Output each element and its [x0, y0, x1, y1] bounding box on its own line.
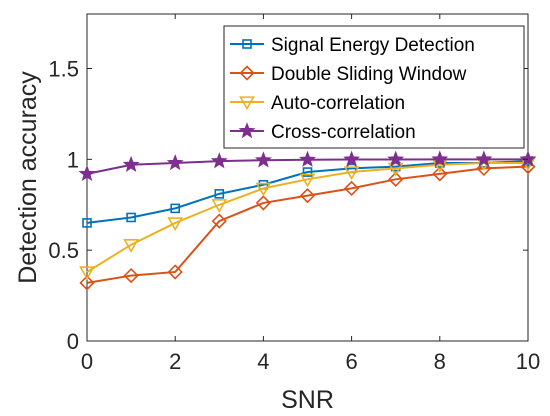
legend: Signal Energy Detection Double Sliding Wi… — [223, 25, 525, 149]
y-tick-label: 0.5 — [48, 238, 79, 263]
data-point — [387, 162, 404, 177]
data-point — [123, 239, 139, 253]
data-point — [126, 212, 136, 223]
data-point — [211, 199, 228, 213]
x-tick-label: 4 — [257, 349, 269, 374]
x-axis-ticks: 0 2 4 6 8 10 — [81, 14, 540, 374]
legend-label: Auto-correlation — [271, 93, 405, 114]
data-point — [79, 275, 95, 291]
data-point — [299, 173, 316, 188]
series-layer — [78, 150, 537, 291]
y-axis-title: Detection accuracy — [14, 71, 42, 284]
x-tick-label: 10 — [516, 349, 540, 374]
data-point — [432, 166, 448, 182]
series-line — [86, 161, 528, 273]
legend-marker — [238, 122, 256, 139]
legend-item: Signal Energy Detection — [230, 35, 475, 56]
legend-label: Cross-correlation — [271, 122, 416, 143]
series-line — [86, 160, 529, 224]
data-point — [388, 171, 404, 187]
data-point — [299, 188, 316, 204]
data-point — [214, 189, 225, 199]
y-tick-label: 1 — [67, 147, 79, 172]
x-tick-label: 2 — [169, 349, 181, 374]
legend-item: Auto-correlation — [230, 93, 405, 114]
legend-label: Double Sliding Window — [271, 64, 467, 85]
x-tick-label: 8 — [434, 349, 446, 374]
data-point — [387, 150, 405, 167]
y-tick-label: 0 — [67, 329, 79, 354]
data-point — [167, 217, 184, 232]
data-point — [122, 155, 140, 172]
x-axis-title: SNR — [281, 386, 334, 414]
data-point — [211, 213, 227, 229]
legend-item: Cross-correlation — [230, 122, 416, 143]
data-point — [82, 218, 92, 228]
legend-label: Signal Energy Detection — [271, 35, 475, 56]
data-point — [476, 160, 492, 177]
x-tick-label: 0 — [81, 349, 93, 374]
data-point — [255, 195, 272, 211]
y-axis-ticks: 0 0.5 1 1.5 — [48, 57, 528, 354]
data-point — [254, 151, 272, 168]
data-point — [166, 154, 184, 171]
legend-marker — [242, 39, 252, 49]
legend-item: Double Sliding Window — [230, 64, 467, 85]
data-point — [343, 166, 360, 181]
legend-marker — [239, 96, 255, 111]
data-point — [167, 264, 183, 280]
data-point — [255, 182, 272, 197]
series-line — [86, 165, 529, 284]
x-tick-label: 6 — [345, 349, 357, 374]
legend-box — [223, 25, 525, 149]
data-point — [343, 150, 361, 167]
data-point — [519, 150, 537, 167]
data-point — [123, 267, 139, 284]
legend-marker — [239, 65, 255, 81]
data-point — [170, 203, 180, 214]
data-point — [431, 150, 449, 167]
data-point — [302, 167, 313, 177]
data-point — [79, 266, 95, 281]
data-point — [343, 180, 360, 197]
series-1 — [79, 158, 536, 291]
y-tick-label: 1.5 — [48, 57, 79, 82]
data-point — [475, 150, 493, 167]
data-point — [78, 164, 96, 182]
data-point — [210, 152, 228, 169]
series-3 — [78, 150, 537, 182]
data-point — [299, 150, 316, 167]
